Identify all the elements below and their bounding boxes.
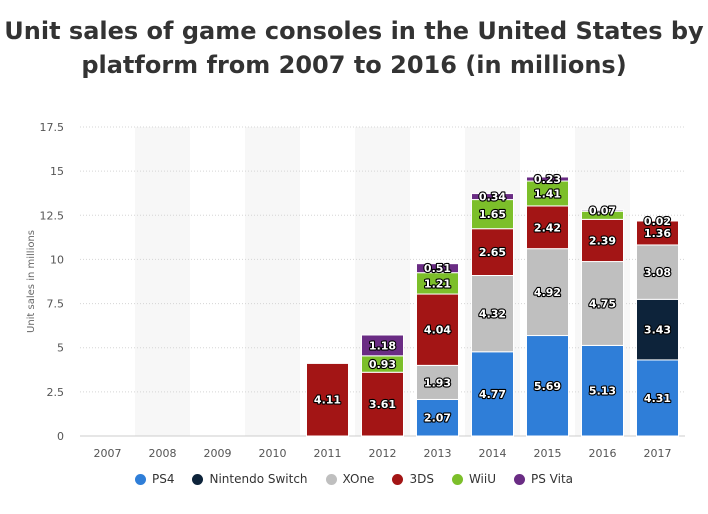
bar-segment: [471, 193, 514, 201]
data-label: 3.61: [369, 398, 396, 411]
legend-item[interactable]: PS4: [134, 472, 175, 486]
legend-label: Nintendo Switch: [209, 472, 308, 486]
legend-marker: [134, 473, 146, 485]
data-label: 1.21: [424, 277, 451, 290]
column-band: [245, 127, 300, 436]
bar-segment: [471, 351, 514, 437]
data-label: 1.36: [644, 227, 671, 240]
chart-legend: PS4 Nintendo Switch XOne 3DS WiiU PS Vita: [0, 472, 708, 486]
data-label: 2.39: [589, 234, 616, 247]
legend-label: PS4: [151, 472, 175, 486]
data-label: 3.43: [644, 324, 671, 337]
legend-item[interactable]: PS Vita: [514, 472, 573, 486]
chart-title-line-2: platform from 2007 to 2016 (in millions): [81, 51, 627, 79]
legend-marker: [325, 473, 337, 485]
y-tick-label: 15: [50, 165, 64, 178]
y-tick-label: 10: [50, 253, 64, 266]
bar-segment: [636, 220, 679, 246]
data-label: 0.23: [534, 173, 561, 186]
data-label: 1.65: [479, 208, 506, 221]
data-label: 2.65: [479, 246, 506, 259]
x-tick-label: 2008: [149, 447, 177, 460]
bar-segment: [416, 398, 459, 437]
data-label: 4.31: [644, 392, 671, 405]
x-tick-label: 2014: [479, 447, 507, 460]
legend-label: XOne: [342, 472, 375, 486]
bar-segment: [416, 364, 459, 400]
y-tick-label: 7.5: [47, 298, 65, 311]
legend-marker: [392, 473, 404, 485]
x-tick-label: 2012: [369, 447, 397, 460]
chart-title-line-1: Unit sales of game consoles in the Unite…: [4, 17, 704, 45]
x-tick-label: 2007: [94, 447, 122, 460]
bar-segment: [416, 293, 459, 366]
bar-segment: [361, 371, 404, 437]
y-tick-label: 2.5: [47, 386, 65, 399]
legend-item[interactable]: XOne: [325, 472, 375, 486]
bar-segment: [526, 180, 569, 207]
data-label: 2.42: [534, 221, 561, 234]
x-tick-label: 2010: [259, 447, 287, 460]
data-label: 4.92: [534, 286, 561, 299]
y-tick-label: 0: [57, 430, 64, 443]
bar-segment: [581, 261, 624, 346]
bar-segment: [526, 248, 569, 337]
data-label: 0.51: [424, 262, 451, 275]
data-label: 1.18: [369, 339, 396, 352]
y-axis-label: Unit sales in millions: [26, 230, 37, 333]
x-tick-label: 2016: [589, 447, 617, 460]
bar-segment: [306, 362, 349, 437]
column-band: [135, 127, 190, 436]
x-tick-label: 2017: [644, 447, 672, 460]
data-label: 1.41: [534, 187, 561, 200]
data-label: 5.13: [589, 385, 616, 398]
data-label: 4.32: [479, 308, 506, 321]
legend-marker: [451, 473, 463, 485]
legend-marker: [514, 473, 525, 485]
bar-segment: [471, 199, 514, 230]
data-label: 4.04: [424, 324, 451, 337]
legend-item[interactable]: Nintendo Switch: [192, 472, 308, 486]
y-tick-label: 5: [57, 342, 64, 355]
y-tick-label: 17.5: [40, 121, 65, 134]
data-label: 4.11: [314, 394, 341, 407]
data-label: 3.08: [644, 266, 671, 279]
bar-segment: [581, 218, 624, 263]
legend-marker: [192, 473, 204, 485]
data-label: 1.93: [424, 376, 451, 389]
bar-segment: [526, 205, 569, 250]
legend-item[interactable]: 3DS: [392, 472, 434, 486]
bar-segment: [636, 298, 679, 361]
legend-label: PS Vita: [531, 472, 574, 486]
bar-segment: [636, 244, 679, 300]
bar-segment: [416, 263, 459, 274]
legend-label: WiiU: [468, 472, 496, 486]
data-label: 4.77: [479, 388, 506, 401]
data-label: 0.93: [369, 358, 396, 371]
bar-segment: [361, 334, 404, 357]
legend-label: 3DS: [409, 472, 434, 486]
bar-segment: [581, 209, 624, 212]
bar-segment: [581, 344, 624, 437]
x-tick-label: 2015: [534, 447, 562, 460]
data-label: 5.69: [534, 380, 561, 393]
chart-title: Unit sales of game consoles in the Unite…: [0, 14, 708, 82]
data-label: 2.07: [424, 412, 451, 425]
data-label: 0.07: [589, 205, 616, 218]
bar-segment: [526, 176, 569, 182]
legend-item[interactable]: WiiU: [451, 472, 496, 486]
x-tick-label: 2011: [314, 447, 342, 460]
x-tick-label: 2013: [424, 447, 452, 460]
data-label: 0.34: [479, 191, 506, 204]
y-tick-label: 12.5: [40, 209, 65, 222]
stacked-bar-chart: 0 2.5 5 7.5 10 12.5 15 17.5 Unit sales in millio…: [26, 121, 685, 460]
data-label: 4.75: [589, 297, 616, 310]
bar-segment: [471, 274, 514, 353]
x-tick-label: 2009: [204, 447, 232, 460]
data-label: 0.02: [644, 215, 671, 228]
bar-segment: [526, 335, 569, 437]
